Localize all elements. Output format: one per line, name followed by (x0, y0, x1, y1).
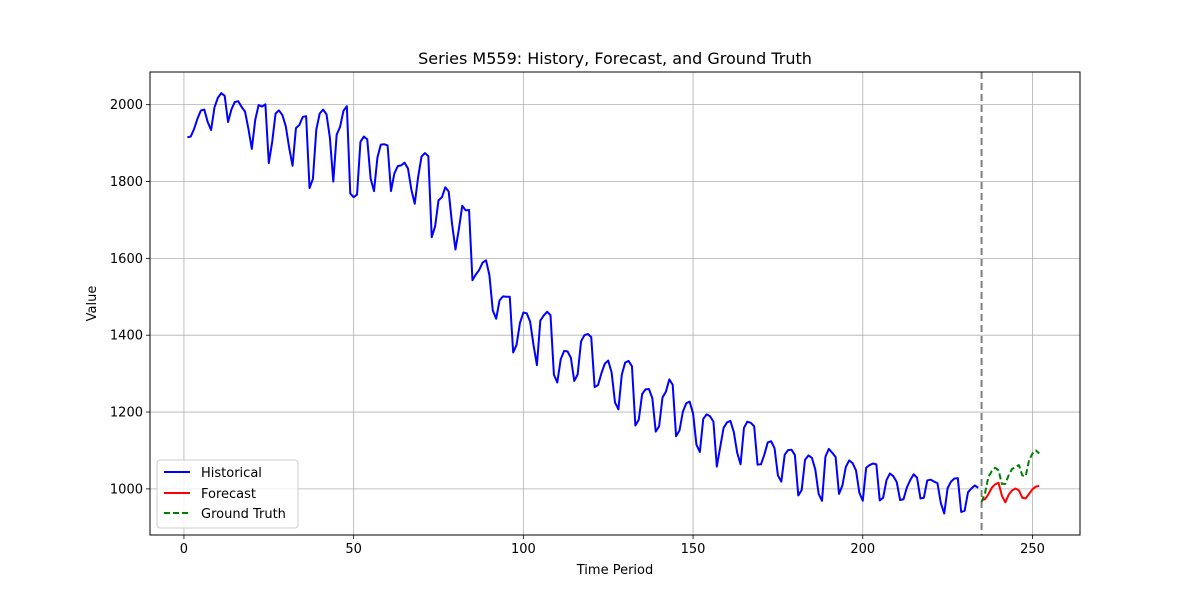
legend-label-forecast: Forecast (201, 487, 256, 502)
legend-frame (156, 459, 299, 529)
axis-ticks: 0 50 100 150 200 250 1000 1200 1400 1600 1800 2000 (110, 98, 1045, 557)
x-tick-label: 150 (681, 542, 706, 557)
series-lines (187, 92, 1040, 515)
y-tick-label: 1600 (110, 252, 143, 267)
x-tick-label: 200 (850, 542, 875, 557)
x-tick-label: 0 (180, 542, 188, 557)
x-tick-label: 250 (1020, 542, 1045, 557)
y-axis-label: Value (85, 286, 100, 322)
series-line-historical (187, 92, 979, 515)
x-tick-label: 100 (511, 542, 536, 557)
legend-label-historical: Historical (201, 466, 262, 481)
y-tick-label: 1200 (110, 406, 143, 421)
legend-label-ground-truth: Ground Truth (201, 507, 286, 522)
y-tick-label: 2000 (110, 98, 143, 113)
chart-title: Series M559: History, Forecast, and Grou… (418, 49, 812, 68)
plot-area-frame (149, 71, 1081, 536)
x-tick-label: 50 (345, 542, 362, 557)
x-axis-label: Time Period (576, 563, 653, 578)
legend: Historical Forecast Ground Truth (156, 459, 299, 529)
series-line-forecast (981, 481, 1040, 504)
y-tick-label: 1400 (110, 329, 143, 344)
series-line-ground-truth (980, 449, 1040, 503)
y-tick-label: 1000 (110, 482, 143, 497)
y-tick-label: 1800 (110, 175, 143, 190)
